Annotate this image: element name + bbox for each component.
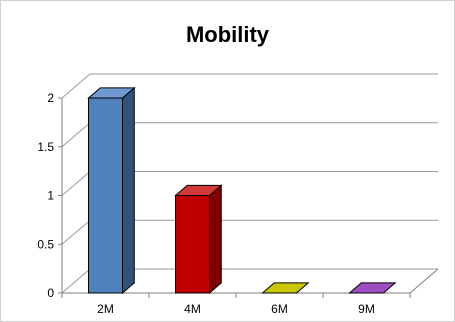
bar-top <box>174 184 223 196</box>
bar-side <box>122 86 135 295</box>
gridline-depth <box>61 122 91 148</box>
y-tick-label: 0.5 <box>37 237 54 251</box>
x-tick-label: 6M <box>271 302 288 316</box>
x-tick-label: 2M <box>97 302 114 316</box>
x-tick-label: 9M <box>358 302 375 316</box>
bar-9M <box>348 282 397 294</box>
bar-front <box>88 97 123 294</box>
bar-4M <box>174 184 223 295</box>
bar-top <box>348 282 397 294</box>
floor-right-edge <box>409 268 439 294</box>
gridline-depth <box>61 219 91 245</box>
y-tick-label: 1.5 <box>37 140 54 154</box>
bar-side <box>209 184 222 295</box>
bar-front <box>175 195 210 294</box>
bar-top <box>87 87 136 99</box>
bar-top <box>261 282 310 294</box>
gridline-depth <box>61 171 91 196</box>
chart-title: Mobility <box>185 22 270 47</box>
gridline-depth <box>61 268 91 294</box>
bar-2M <box>87 86 136 295</box>
gridline-depth <box>61 73 91 99</box>
y-tick-label: 1 <box>47 189 54 203</box>
y-tick-label: 2 <box>47 91 54 105</box>
y-tick-label: 0 <box>47 286 54 300</box>
bar-6M <box>261 282 310 294</box>
x-tick-label: 4M <box>184 302 201 316</box>
